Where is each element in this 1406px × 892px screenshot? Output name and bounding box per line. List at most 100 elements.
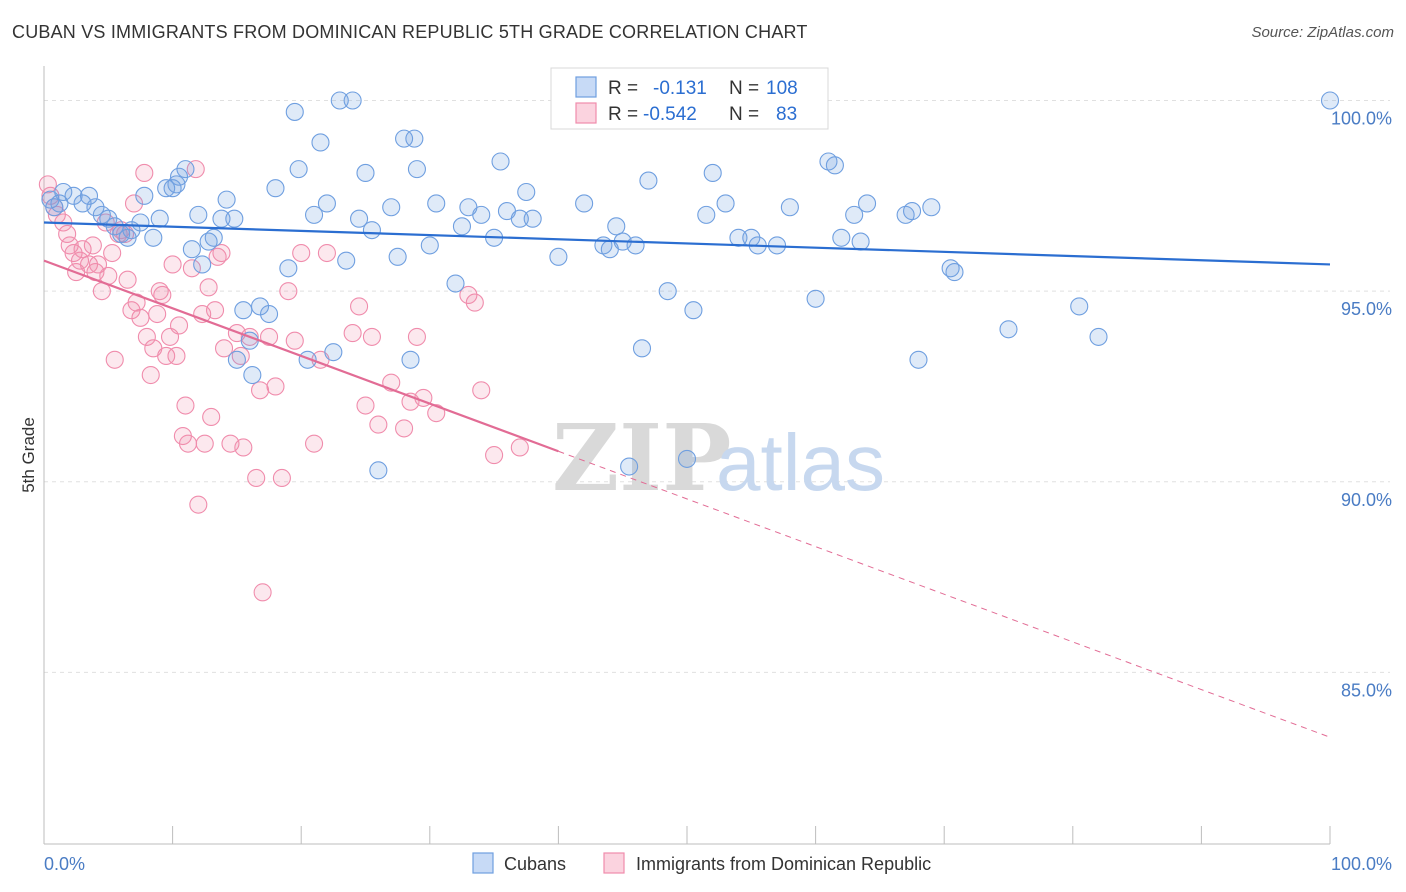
dominican-point [153,285,172,305]
dominican-point [148,304,167,324]
cubans-trend-line [43,221,1331,266]
cubans-point [780,198,799,217]
cubans-point [259,304,279,324]
cubans-point [607,217,626,236]
cubans-point [157,179,176,198]
cubans-point [298,350,317,369]
legend-swatch-dominican [575,102,597,124]
cubans-point [343,91,362,110]
cubans-point [626,236,645,255]
dominican-point [88,255,108,274]
y-tick-label: 85.0% [1341,680,1392,700]
cubans-point [105,217,124,236]
cubans-point [472,205,491,224]
cubans-point [420,236,439,255]
dominican-point [472,381,491,400]
cubans-point [356,163,375,182]
dominican-point [58,224,77,244]
legend-bottom: Cubans Immigrants from Dominican Republi… [472,852,931,874]
dominican-point [178,434,198,453]
cubans-point [395,129,414,148]
dominican-point [247,468,266,488]
legend-n-label-1: N = [729,78,759,99]
dominican-point [212,243,231,263]
cubans-point [1089,327,1108,346]
cubans-point [446,274,465,293]
cubans-point [54,182,73,202]
dominican-point [205,301,225,320]
cubans-point [909,350,928,369]
dominican-point [292,243,311,263]
bottom-legend-swatch-dominican [603,852,625,874]
dominican-point [103,243,122,263]
dominican-point [118,270,137,289]
dominican-point [266,377,285,396]
cubans-point [234,301,253,320]
dominican-point [279,282,298,301]
cubans-point [639,171,658,190]
cubans-point [684,301,703,320]
legend-r-value-2: -0.542 [643,104,697,125]
bottom-legend-dominican: Immigrants from Dominican Republic [636,854,931,874]
cubans-point [289,160,308,179]
bottom-legend-swatch-cubans [472,852,494,874]
cubans-point [324,343,343,362]
cubans-point [135,186,154,205]
cubans-point [1320,91,1340,110]
cubans-point [227,350,246,369]
cubans-point [902,202,922,221]
cubans-point [182,240,201,259]
cubans-point [266,179,285,198]
chart-title: CUBAN VS IMMIGRANTS FROM DOMINICAN REPUB… [12,22,808,42]
cubans-point [999,320,1018,339]
watermark-atlas: atlas [716,418,885,507]
cubans-point [677,449,697,468]
cubans-point [427,194,446,213]
dominican-point [407,327,426,346]
cubans-point [806,289,825,308]
dominican-point [285,331,304,350]
dominican-point [163,255,182,274]
watermark-zip: ZIP [552,404,731,512]
dominican-point [250,381,270,400]
legend-n-value-2: 83 [776,104,797,125]
dominican-point [73,240,92,259]
cubans-point [150,209,169,228]
cubans-point [131,213,150,232]
cubans-point [523,209,542,228]
cubans-point [193,255,212,274]
cubans-point [388,247,407,266]
trend-layer [43,221,1331,738]
y-tick-label: 95.0% [1341,299,1392,319]
dominican-point [362,327,381,346]
dominican-point [350,297,369,316]
dominican-point [356,396,375,415]
dominican-point [137,327,156,346]
cubans-point [832,228,851,247]
grid-layer: 100.0% 95.0% 90.0% 85.0% [44,100,1392,700]
dominican-point [124,194,144,213]
cubans-point [407,160,426,179]
dominican-point [234,438,253,457]
y-tick-label: 90.0% [1341,490,1392,510]
cubans-point [279,259,298,278]
dominican-point [186,160,205,179]
legend-top: R = -0.131 N = 108 R = -0.542 N = 83 [550,67,829,130]
dominican-point [189,495,208,514]
dominican-point [176,396,195,415]
dominican-point [182,259,201,278]
cubans-point [703,163,722,182]
legend-r-value-1: -0.131 [653,78,707,99]
dominican-point [83,236,102,255]
cubans-point [99,209,118,228]
cubans-point [217,190,236,209]
dominican-point [395,419,414,438]
cubans-point [169,167,189,186]
dominican-point [465,293,484,312]
cubans-point [86,198,105,217]
dominican-point [195,434,214,453]
axis-layer: 0.0% 100.0% [43,66,1392,874]
dominican-point [135,163,154,182]
dominican-point [259,327,279,346]
